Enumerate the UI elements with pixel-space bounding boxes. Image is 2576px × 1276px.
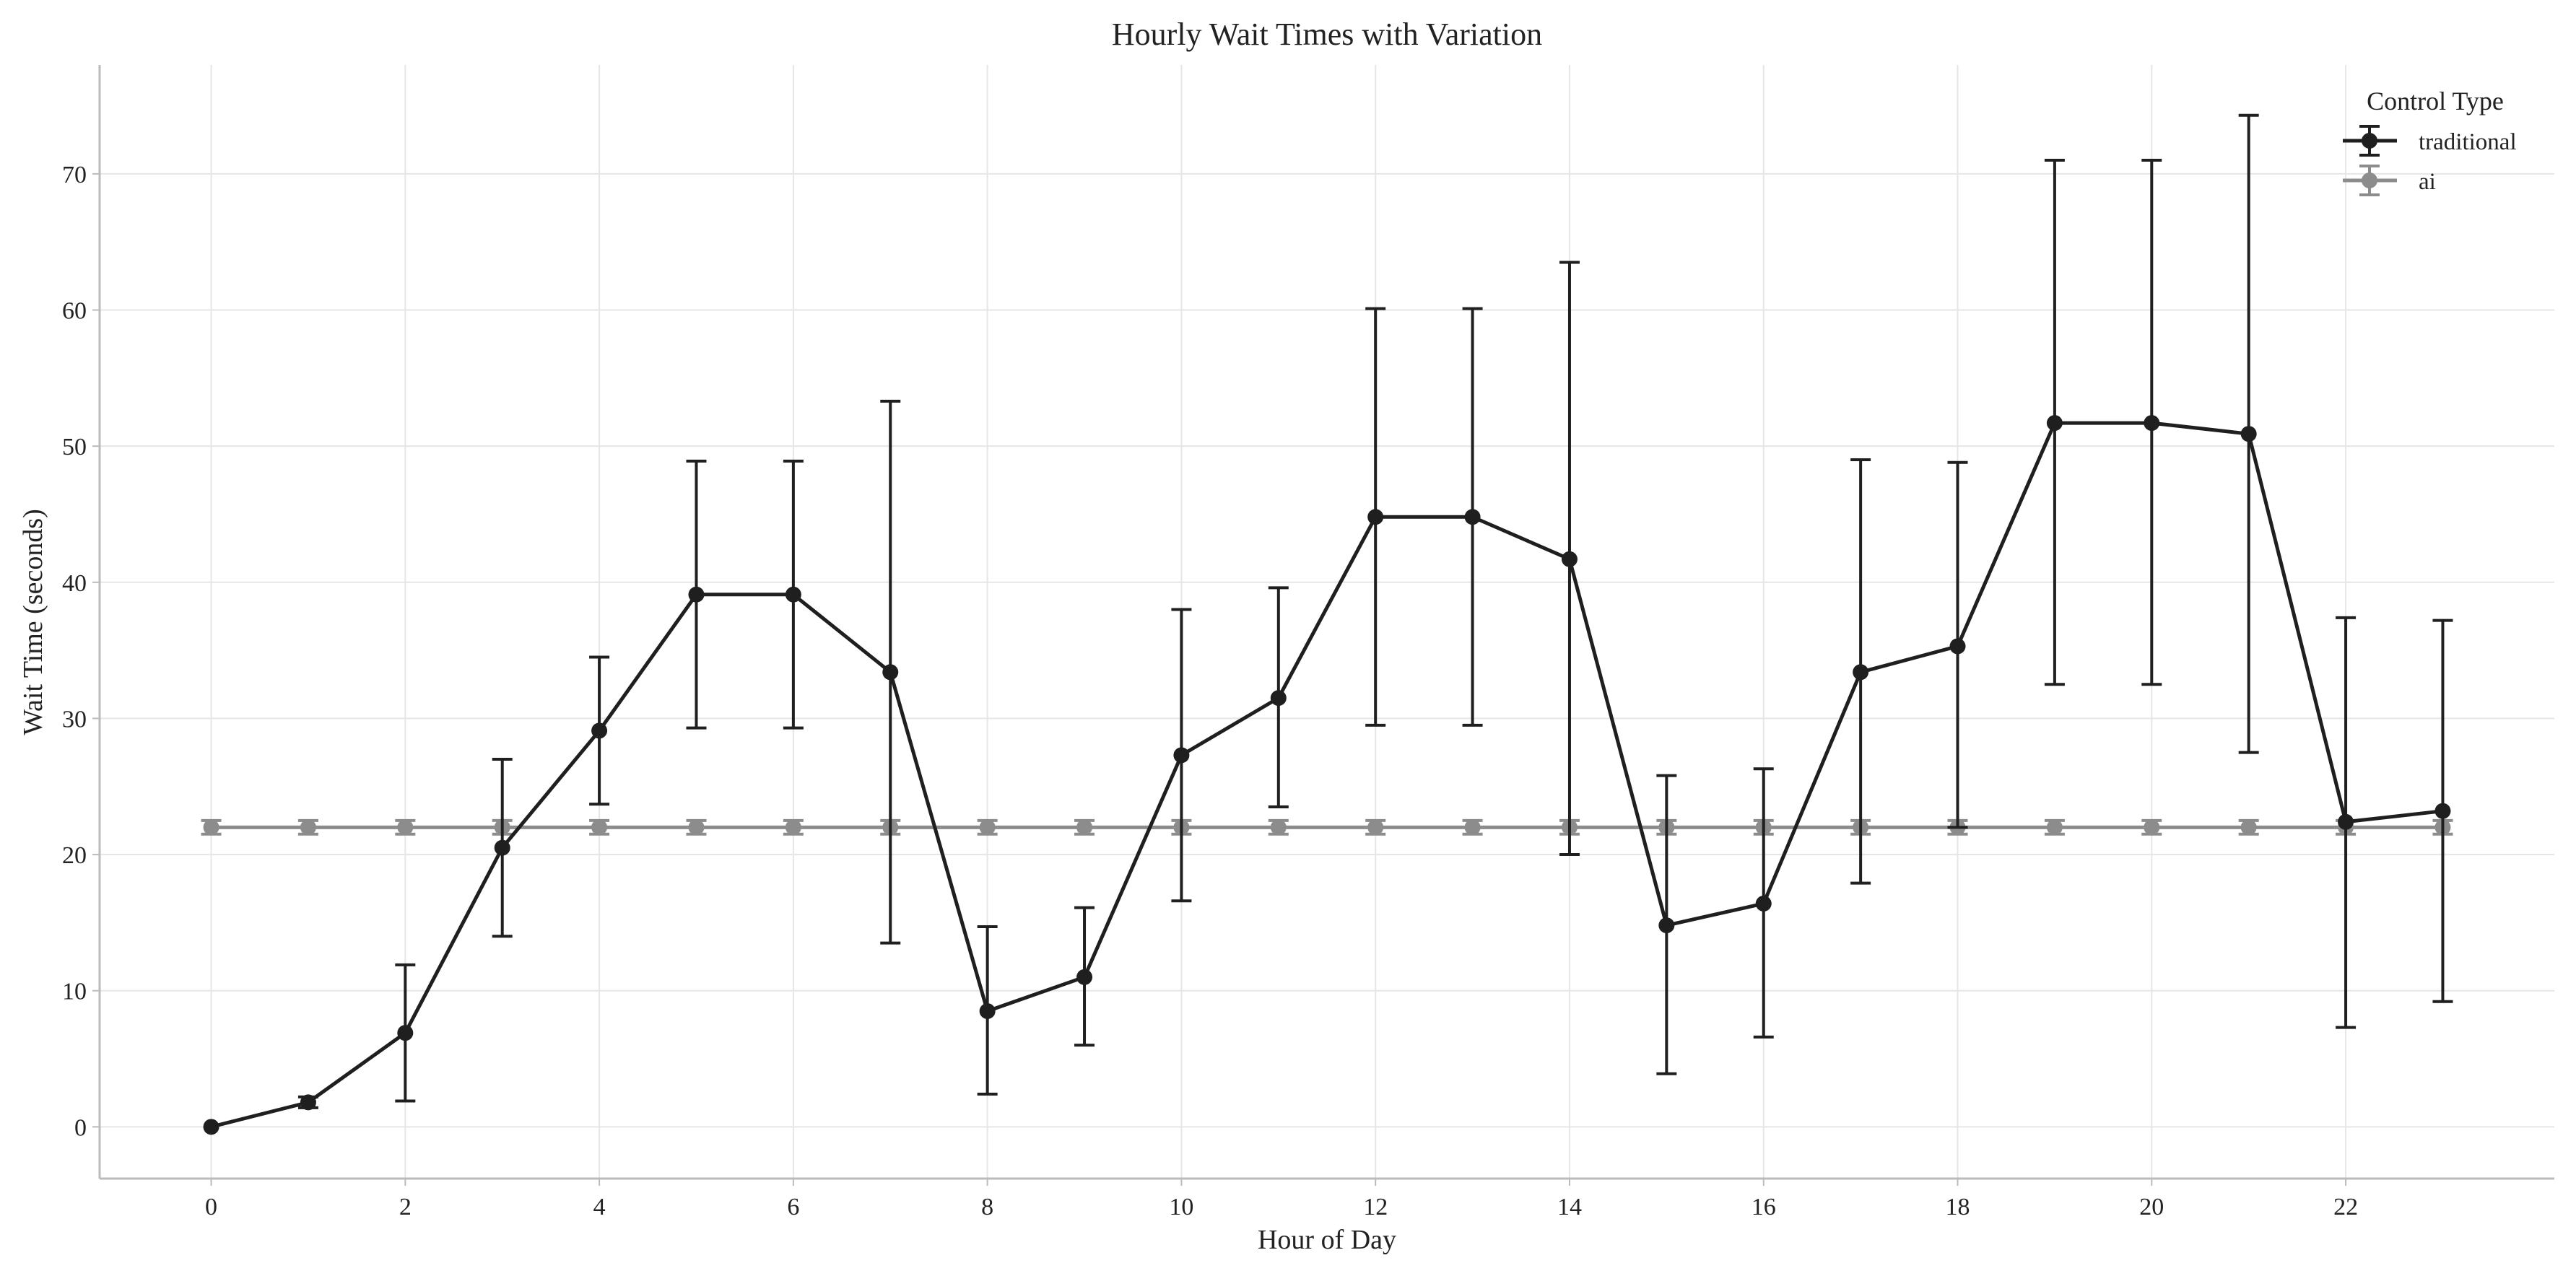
data-point <box>494 839 510 856</box>
data-point <box>785 586 801 603</box>
data-point <box>203 1119 219 1135</box>
data-point <box>2434 803 2451 819</box>
data-point <box>300 819 316 836</box>
legend-item-traditional: traditional <box>2343 125 2517 157</box>
y-tick-label: 10 <box>62 979 87 1005</box>
data-point <box>1464 819 1481 836</box>
x-tick-label: 10 <box>1169 1194 1193 1220</box>
data-point <box>1270 819 1287 836</box>
x-tick-label: 20 <box>2139 1194 2164 1220</box>
x-tick-label: 4 <box>593 1194 606 1220</box>
legend-item-ai: ai <box>2343 165 2436 196</box>
y-tick-label: 70 <box>62 162 87 188</box>
y-axis-label: Wait Time (seconds) <box>18 509 48 735</box>
data-point <box>1076 969 1093 985</box>
legend-title: Control Type <box>2367 87 2504 115</box>
legend: Control Type traditional ai <box>2343 87 2517 196</box>
x-tick-label: 8 <box>981 1194 993 1220</box>
y-tick-label: 50 <box>62 434 87 460</box>
x-tick-label: 14 <box>1557 1194 1582 1220</box>
legend-label: traditional <box>2419 129 2517 155</box>
data-point <box>2144 819 2160 836</box>
data-point <box>1270 690 1287 707</box>
data-point <box>1949 638 1966 655</box>
data-point <box>1755 895 1772 912</box>
data-point <box>1464 509 1481 525</box>
data-point <box>2046 415 2063 432</box>
legend-marker <box>2362 172 2377 188</box>
data-point <box>2144 415 2160 432</box>
chart-title: Hourly Wait Times with Variation <box>1112 17 1542 52</box>
series-layer <box>201 113 2453 1135</box>
x-tick-labels: 0 2 4 6 8 10 12 14 16 18 20 22 <box>205 1179 2358 1220</box>
y-tick-label: 40 <box>62 570 87 597</box>
data-point <box>882 664 899 681</box>
data-point <box>1853 664 1869 681</box>
x-tick-label: 22 <box>2333 1194 2358 1220</box>
x-tick-label: 0 <box>205 1194 217 1220</box>
series-line-traditional <box>210 421 2443 1129</box>
data-point <box>2240 426 2257 442</box>
data-point <box>300 1094 316 1111</box>
x-tick-label: 16 <box>1752 1194 1776 1220</box>
data-point <box>1076 819 1093 836</box>
x-axis-label: Hour of Day <box>1258 1225 1396 1255</box>
x-tick-label: 6 <box>787 1194 799 1220</box>
y-tick-label: 20 <box>62 842 87 869</box>
data-point <box>785 819 801 836</box>
data-point <box>2338 813 2354 830</box>
y-tick-label: 30 <box>62 706 87 733</box>
y-tick-label: 60 <box>62 298 87 325</box>
x-tick-label: 2 <box>399 1194 412 1220</box>
y-tick-labels: 0 10 20 30 40 50 60 70 <box>62 162 100 1141</box>
data-point <box>1561 551 1578 567</box>
data-point <box>397 819 414 836</box>
data-point <box>1367 509 1384 525</box>
data-point <box>2046 819 2063 836</box>
series-ai <box>201 818 2453 836</box>
legend-items: traditional ai <box>2343 125 2517 196</box>
y-tick-label: 0 <box>74 1114 87 1141</box>
data-point <box>2240 819 2257 836</box>
data-point <box>1658 917 1675 934</box>
data-point <box>1173 747 1190 764</box>
grid-lines <box>100 65 2554 1179</box>
legend-marker <box>2362 133 2377 149</box>
data-point <box>203 819 219 836</box>
data-point <box>979 1002 996 1019</box>
data-point <box>688 819 705 836</box>
data-point <box>397 1025 414 1041</box>
data-point <box>591 722 608 739</box>
x-tick-label: 18 <box>1946 1194 1970 1220</box>
data-point <box>688 586 705 603</box>
legend-label: ai <box>2419 169 2436 195</box>
x-tick-label: 12 <box>1363 1194 1388 1220</box>
data-point <box>979 819 996 836</box>
axes <box>98 65 2554 1180</box>
data-point <box>1367 819 1384 836</box>
series-traditional <box>203 113 2453 1135</box>
data-point <box>591 819 608 836</box>
